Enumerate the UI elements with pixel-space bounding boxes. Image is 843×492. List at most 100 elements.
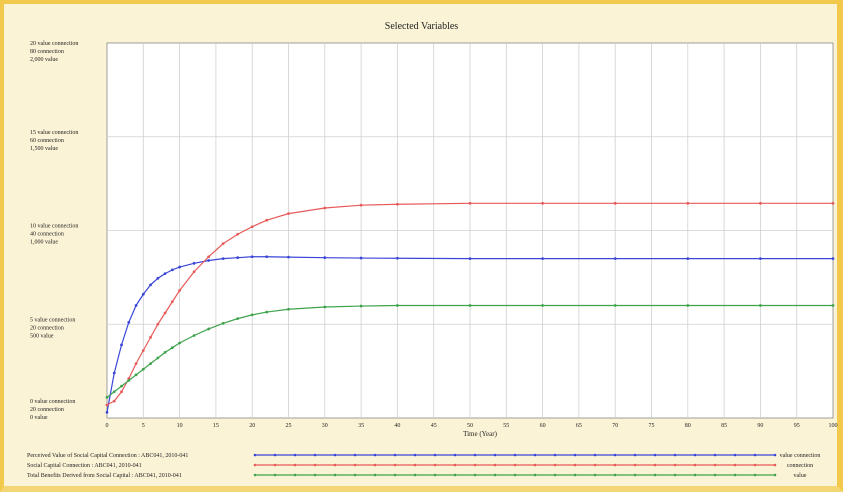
- x-tick-label: 85: [721, 423, 727, 429]
- series-point: [105, 395, 109, 399]
- series-point: [141, 367, 145, 371]
- series-point: [265, 218, 269, 222]
- legend-point: [493, 463, 497, 467]
- series-point: [287, 255, 290, 259]
- legend-point: [453, 463, 457, 467]
- legend-point: [773, 453, 777, 457]
- legend-point: [433, 453, 437, 457]
- legend-point: [753, 473, 757, 477]
- legend-point: [293, 453, 297, 457]
- series-point: [831, 257, 835, 261]
- series-point: [207, 255, 211, 259]
- legend-point: [333, 463, 337, 467]
- series-point: [120, 390, 123, 394]
- legend-point: [673, 463, 677, 467]
- series-point: [192, 261, 196, 265]
- series-point: [287, 212, 290, 216]
- x-tick-label: 55: [503, 423, 509, 429]
- series-point: [250, 225, 254, 229]
- legend-point: [733, 473, 737, 477]
- legend-point: [513, 473, 517, 477]
- series-point: [105, 410, 109, 414]
- legend-point: [533, 463, 537, 467]
- x-tick-label: 35: [358, 423, 364, 429]
- series-point: [170, 346, 174, 350]
- series-point: [156, 356, 160, 360]
- series-point: [287, 307, 290, 311]
- legend-point: [713, 463, 717, 467]
- legend-point: [653, 463, 657, 467]
- series-point: [170, 300, 174, 304]
- legend-point: [513, 463, 517, 467]
- legend-point: [373, 453, 377, 457]
- legend-point: [553, 453, 557, 457]
- legend-point: [733, 463, 737, 467]
- series-point: [613, 304, 617, 307]
- series-point: [236, 256, 240, 260]
- legend-point: [253, 463, 257, 467]
- series-point: [207, 327, 211, 331]
- series-point: [112, 371, 116, 375]
- legend-label: Perceived Value of Social Capital Connec…: [27, 452, 188, 459]
- series-point: [112, 399, 116, 403]
- legend-point: [293, 473, 297, 477]
- legend-point: [253, 453, 257, 457]
- legend-point: [753, 463, 757, 467]
- legend-unit: value connection: [780, 453, 821, 459]
- legend-point: [333, 473, 337, 477]
- legend-point: [393, 473, 397, 477]
- series-point: [359, 304, 363, 308]
- series-point: [468, 201, 472, 205]
- series-point: [831, 201, 835, 205]
- legend-point: [413, 453, 417, 457]
- series-point: [396, 304, 399, 307]
- series-point: [359, 256, 363, 260]
- legend-point: [333, 453, 337, 457]
- series-point: [221, 242, 225, 246]
- series-point: [178, 341, 182, 345]
- y-tick-label: 80 connection: [30, 49, 64, 55]
- series-point: [192, 334, 196, 337]
- legend-point: [393, 453, 397, 457]
- y-tick-label: 500 value: [30, 333, 54, 339]
- x-tick-label: 70: [612, 423, 618, 429]
- series-point: [686, 257, 690, 261]
- legend-point: [613, 453, 617, 457]
- legend-point: [273, 473, 277, 477]
- legend-point: [273, 463, 277, 467]
- x-tick-label: 5: [142, 423, 145, 429]
- y-tick-label: 1,000 value: [30, 240, 58, 246]
- chart-title: Selected Variables: [384, 21, 459, 32]
- y-tick-label: 20 connection: [30, 407, 64, 413]
- series-point: [127, 379, 131, 382]
- legend-point: [473, 463, 477, 467]
- x-tick-label: 95: [794, 423, 800, 429]
- legend-unit: connection: [787, 463, 813, 469]
- series-point: [134, 373, 138, 377]
- series-point: [323, 305, 327, 309]
- series-point: [759, 201, 762, 205]
- legend-point: [553, 473, 557, 477]
- legend-point: [653, 453, 657, 457]
- series-point: [192, 270, 196, 274]
- series-point: [613, 201, 617, 205]
- legend-point: [613, 463, 617, 467]
- legend-point: [693, 453, 697, 457]
- y-tick-label: 2,000 value: [30, 57, 58, 63]
- y-tick-label: 20 connection: [30, 325, 64, 331]
- series-point: [120, 384, 123, 388]
- series-point: [686, 304, 690, 307]
- legend-point: [653, 473, 657, 477]
- series-point: [759, 304, 762, 307]
- legend-point: [673, 473, 677, 477]
- x-tick-label: 30: [322, 423, 328, 429]
- series-point: [265, 255, 269, 259]
- legend-point: [673, 453, 677, 457]
- series-point: [141, 349, 145, 352]
- legend-point: [313, 473, 317, 477]
- series-point: [127, 320, 131, 324]
- series-point: [163, 272, 167, 276]
- legend-point: [353, 463, 357, 467]
- x-tick-label: 10: [177, 423, 183, 429]
- legend-point: [433, 473, 437, 477]
